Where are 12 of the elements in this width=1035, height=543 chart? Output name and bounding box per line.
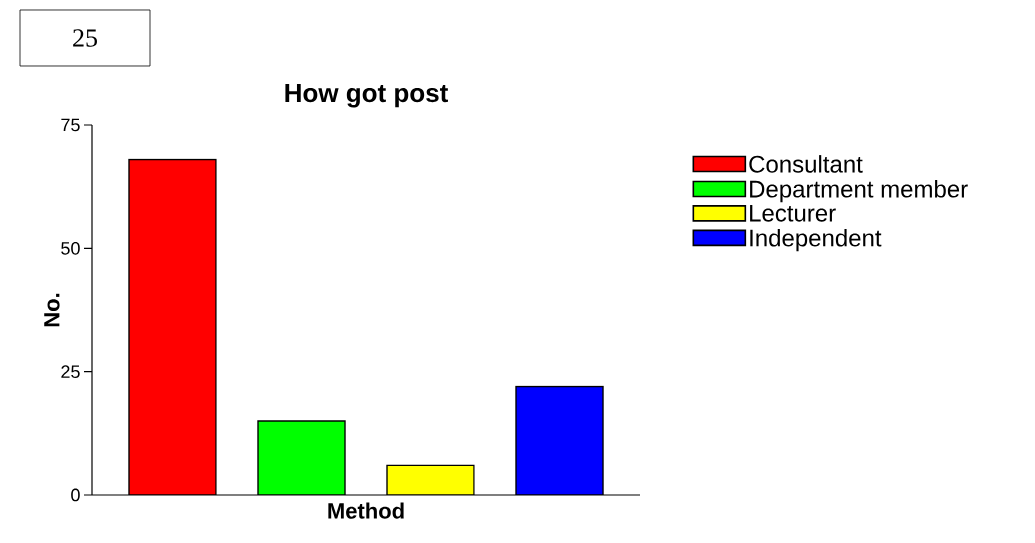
legend-label: Independent <box>750 228 882 252</box>
y-tick-label: 50 <box>61 241 80 255</box>
legend-label: Consultant <box>749 155 863 173</box>
chart-title: How got post <box>285 84 449 108</box>
x-axis-title: Method <box>328 502 404 519</box>
y-tick-label: 25 <box>61 365 80 379</box>
legend-label: Lecturer <box>750 204 836 222</box>
y-tick-label: 75 <box>61 118 80 132</box>
y-tick-label: 0 <box>71 488 80 502</box>
legend-label: Department member <box>750 179 968 203</box>
y-axis-title: No. <box>44 293 60 327</box>
text: 25 <box>73 29 97 47</box>
